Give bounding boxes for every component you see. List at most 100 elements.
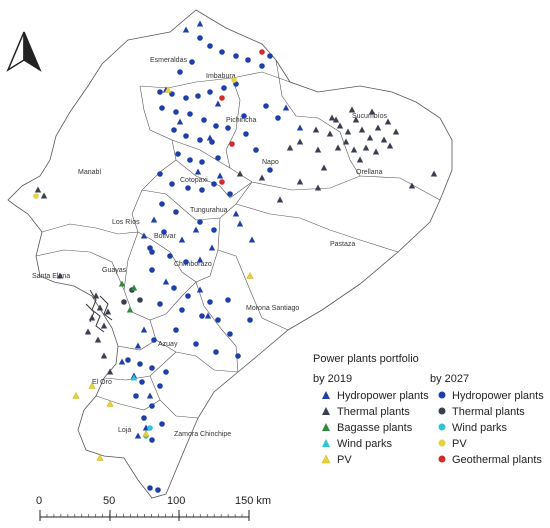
legend-marker-pv-2027 xyxy=(438,439,446,447)
legend-2019-items: Hydropower plants Thermal plants Bagasse… xyxy=(321,390,429,466)
legend: Power plants portfolio by 2019 by 2027 H… xyxy=(313,353,544,466)
hydropower-plant-2019-marker xyxy=(140,232,148,239)
legend-marker-hydro-2019 xyxy=(322,391,330,399)
hydropower-plant-2019-marker xyxy=(134,432,142,439)
hydropower-plant-2019-marker xyxy=(118,358,126,365)
hydropower-plant-2027-marker xyxy=(175,151,181,157)
province-label: Bolívar xyxy=(154,233,176,240)
hydropower-plant-2027-marker xyxy=(267,167,273,173)
thermal-plant-2019-marker xyxy=(34,186,42,193)
hydropower-plant-2027-marker xyxy=(215,155,221,161)
thermal-plant-2019-marker xyxy=(314,146,322,153)
legend-marker-geothermal-2027 xyxy=(438,455,446,463)
province-label: Zamora Chinchipe xyxy=(174,431,231,438)
hydropower-plant-2027-marker xyxy=(139,379,145,385)
thermal-plant-2019-marker xyxy=(362,144,370,151)
legend-label-wind-2027: Wind parks xyxy=(452,422,508,434)
thermal-plant-2019-marker xyxy=(320,164,328,171)
legend-label-hydro-2019: Hydropower plants xyxy=(337,390,429,402)
hydropower-plant-2027-marker xyxy=(197,219,203,225)
province-label: Manabí xyxy=(78,169,101,176)
hydropower-plant-2027-marker xyxy=(159,201,165,207)
geothermal-plant-2027-marker xyxy=(229,141,235,147)
province-label: Loja xyxy=(118,427,131,434)
thermal-plant-2019-marker xyxy=(358,126,366,133)
legend-label-geothermal-2027: Geothermal plants xyxy=(452,454,542,466)
legend-title: Power plants portfolio xyxy=(313,353,419,365)
hydropower-plant-2027-marker xyxy=(189,59,195,65)
hydropower-plant-2027-marker xyxy=(227,331,233,337)
hydropower-plant-2027-marker xyxy=(211,227,217,233)
province-label: Orellana xyxy=(356,169,383,176)
province-label: Imbabura xyxy=(206,73,236,80)
hydropower-plant-2019-marker xyxy=(196,20,204,27)
geothermal-plant-2027-marker xyxy=(219,95,225,101)
province-label: Sucumbíos xyxy=(352,113,388,120)
hydropower-plant-2027-marker xyxy=(173,209,179,215)
legend-marker-thermal-2019 xyxy=(322,407,330,415)
province-label: Cotopaxi xyxy=(180,177,208,184)
thermal-plant-2019-marker xyxy=(348,106,356,113)
thermal-plant-2019-marker xyxy=(56,272,64,279)
north-arrow-icon xyxy=(6,31,42,72)
thermal-plant-2019-marker xyxy=(372,148,380,155)
hydropower-plant-2027-marker xyxy=(227,191,233,197)
hydropower-plant-2019-marker xyxy=(214,100,222,107)
hydropower-plant-2019-marker xyxy=(178,236,186,243)
hydropower-plant-2019-marker xyxy=(146,392,154,399)
thermal-plant-2019-marker xyxy=(356,156,364,163)
pv-plant-2027-marker xyxy=(231,77,237,83)
hydropower-plant-2019-marker xyxy=(162,278,170,285)
legend-label-wind-2019: Wind parks xyxy=(337,438,393,450)
thermal-plant-2019-marker xyxy=(384,118,392,125)
hydropower-plant-2027-marker xyxy=(195,93,201,99)
hydropower-plant-2027-marker xyxy=(209,139,215,145)
province-label: Santa Elena xyxy=(32,273,70,280)
thermal-plant-2019-marker xyxy=(312,126,320,133)
hydropower-plant-2019-marker xyxy=(296,124,304,131)
thermal-plant-2019-marker xyxy=(296,138,304,145)
legend-marker-wind-2027 xyxy=(438,423,446,431)
legend-heading-2027: by 2027 xyxy=(430,373,469,385)
thermal-plant-2019-marker xyxy=(314,184,322,191)
hydropower-plant-2027-marker xyxy=(171,127,177,133)
thermal-plant-2027-marker xyxy=(137,297,143,303)
pv-plant-2019-marker xyxy=(106,399,114,407)
thermal-plant-2027-marker xyxy=(121,299,127,305)
wind-park-2027-marker xyxy=(147,425,153,431)
hydropower-plant-2027-marker xyxy=(179,307,185,313)
thermal-plant-2019-marker xyxy=(326,130,334,137)
scale-minor-ticks xyxy=(39,514,250,517)
pv-plant-2019-marker xyxy=(88,381,96,389)
hydropower-plant-2027-marker xyxy=(183,259,189,265)
province-label: Morona Santiago xyxy=(246,305,299,312)
legend-marker-hydro-2027 xyxy=(438,391,446,399)
hydropower-plant-2027-marker xyxy=(157,89,163,95)
pv-plant-2027-marker xyxy=(33,193,39,199)
hydropower-plant-2027-marker xyxy=(199,313,205,319)
hydropower-plant-2027-marker xyxy=(177,69,183,75)
thermal-plant-2019-marker xyxy=(350,146,358,153)
hydropower-plant-2027-marker xyxy=(169,181,175,187)
hydropower-plant-2019-marker xyxy=(236,220,244,227)
hydropower-plant-2027-marker xyxy=(211,181,217,187)
hydropower-plant-2027-marker xyxy=(207,89,213,95)
legend-label-bagasse-2019: Bagasse plants xyxy=(337,422,413,434)
hydropower-plant-2027-marker xyxy=(173,327,179,333)
hydropower-plant-2019-marker xyxy=(232,210,240,217)
hydropower-plant-2027-marker xyxy=(207,43,213,49)
scale-tick-label: 50 xyxy=(103,495,115,507)
thermal-plant-2019-marker xyxy=(430,170,438,177)
hydropower-plant-2027-marker xyxy=(183,133,189,139)
hydropower-plant-2027-marker xyxy=(149,403,155,409)
legend-marker-thermal-2027 xyxy=(438,407,446,415)
geothermal-plant-2027-marker xyxy=(259,49,265,55)
hydropower-plant-2027-marker xyxy=(151,337,157,343)
hydropower-plant-2027-marker xyxy=(213,123,219,129)
thermal-plant-2019-marker xyxy=(342,138,350,145)
thermal-plant-2019-marker xyxy=(106,368,114,375)
hydropower-plant-2027-marker xyxy=(207,299,213,305)
hydropower-plant-2027-marker xyxy=(149,437,155,443)
hydropower-plant-2019-marker xyxy=(140,326,148,333)
